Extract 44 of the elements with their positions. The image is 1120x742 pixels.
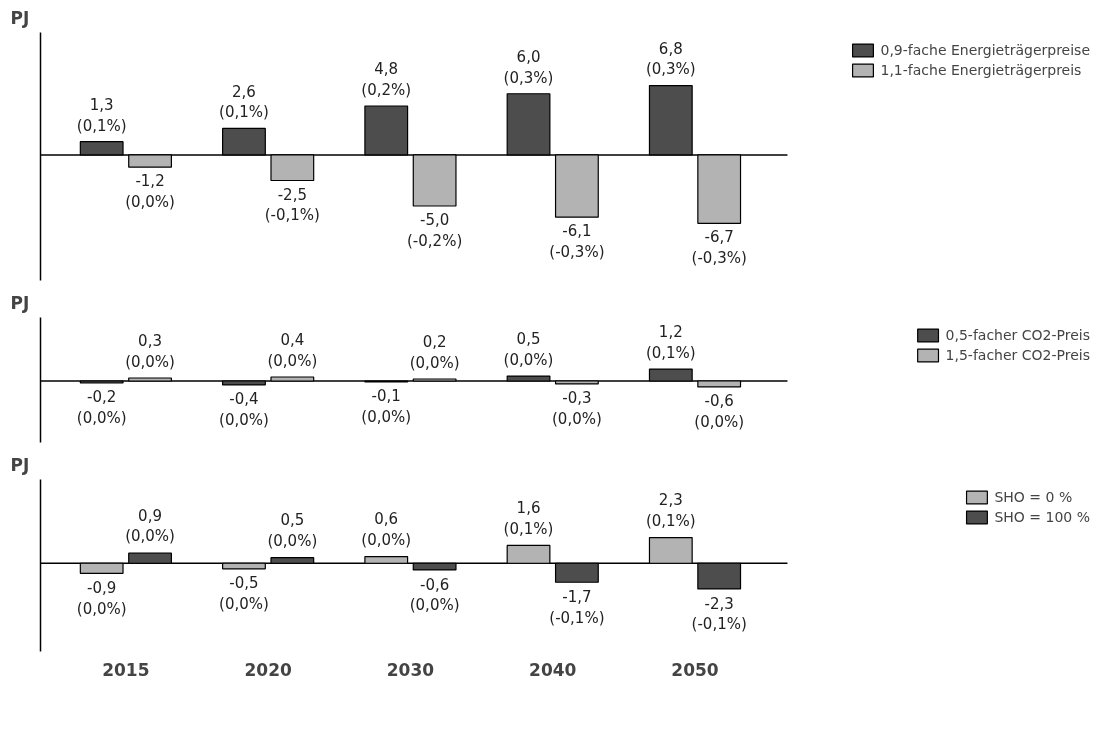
data-label: 0,2 (0,0%) <box>409 333 460 373</box>
data-label: -5,0 (-0,2%) <box>407 211 463 250</box>
data-label: -0,9 (0,0%) <box>76 578 127 618</box>
data-label: -0,6 (0,0%) <box>694 391 745 431</box>
data-label: 1,3 (0,1%) <box>76 95 127 135</box>
legend-label: 1,5-facher CO2-Preis <box>945 347 1090 363</box>
legend-label: 0,9-fache Energieträgerpreise <box>880 42 1090 58</box>
legend-label: SHO = 0 % <box>994 489 1073 505</box>
data-label: -2,5 (-0,1%) <box>264 185 320 225</box>
data-label: -0,6 (0,0%) <box>409 575 460 615</box>
legend-label: 0,5-facher CO2-Preis <box>945 327 1090 343</box>
data-label: -0,1 (0,0%) <box>361 386 412 426</box>
x-tick-label: 2030 <box>386 659 435 680</box>
data-label: 2,6 (0,1%) <box>219 82 269 122</box>
data-label: 4,8 (0,2%) <box>361 60 412 99</box>
data-label: 0,5 (0,0%) <box>503 330 554 370</box>
data-label: 6,8 (0,3%) <box>645 39 696 79</box>
data-label: -6,1 (-0,3%) <box>549 222 605 262</box>
data-label: 6,0 (0,3%) <box>503 47 554 87</box>
data-label: 0,6 (0,0%) <box>361 510 412 549</box>
y-axis-title: PJ <box>10 7 30 28</box>
legend-label: SHO = 100 % <box>994 509 1090 525</box>
x-tick-label: 2020 <box>244 659 292 680</box>
data-label: -1,7 (-0,1%) <box>549 587 605 627</box>
data-label: 0,4 (0,0%) <box>267 331 318 371</box>
data-label: 2,3 (0,1%) <box>645 491 696 530</box>
data-label: 1,2 (0,1%) <box>645 323 696 363</box>
data-label: -6,7 (-0,3%) <box>691 228 747 268</box>
y-axis-title: PJ <box>10 292 30 313</box>
data-label: 0,5 (0,0%) <box>267 511 318 550</box>
data-label: -1,2 (0,0%) <box>125 172 175 212</box>
y-axis-title: PJ <box>10 454 30 475</box>
data-label: -2,3 (-0,1%) <box>691 594 747 634</box>
data-label: 0,3 (0,0%) <box>125 332 175 372</box>
data-label: 0,9 (0,0%) <box>125 506 175 546</box>
data-label: -0,4 (0,0%) <box>219 389 269 429</box>
x-tick-label: 2040 <box>529 659 577 680</box>
legend-label: 1,1-fache Energieträgerpreis <box>880 62 1082 78</box>
data-label: -0,3 (0,0%) <box>552 388 602 428</box>
data-label: 1,6 (0,1%) <box>503 498 554 538</box>
data-label: -0,2 (0,0%) <box>76 387 127 427</box>
x-tick-label: 2050 <box>671 659 719 680</box>
data-label: -0,5 (0,0%) <box>219 574 269 614</box>
x-tick-label: 2015 <box>102 659 150 680</box>
